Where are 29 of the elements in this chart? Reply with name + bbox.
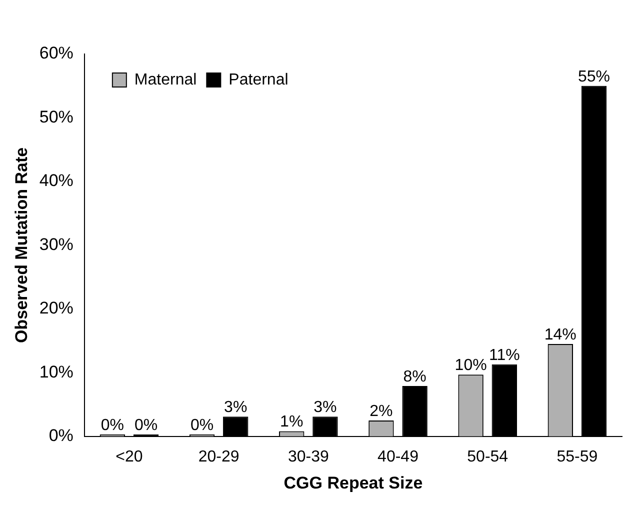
legend-label: Paternal [228,71,288,88]
y-tick-label: 60% [39,44,74,63]
y-tick-label: 0% [48,426,74,446]
data-label: 3% [314,399,337,416]
x-tick-label: 55-59 [556,448,598,466]
data-label: 14% [544,326,576,344]
y-tick-label: 40% [39,171,74,190]
x-tick-label: 20-29 [198,448,240,466]
y-tick-label: 20% [39,298,74,318]
data-label: 1% [280,414,304,431]
legend-label: Maternal [134,71,197,88]
y-tick-label: 10% [39,362,74,382]
data-label: 10% [454,356,487,374]
data-label: 0% [134,416,158,434]
data-label: 0% [190,416,214,434]
x-tick-label: <20 [116,448,143,466]
x-tick-label: 40-49 [378,448,419,466]
y-tick-label: 30% [39,234,74,254]
data-label: 2% [370,402,393,420]
x-axis-title: CGG Repeat Size [284,473,423,492]
y-tick-label: 50% [39,107,74,126]
data-label: 55% [578,68,610,86]
x-tick-label: 50-54 [467,448,508,466]
data-label: 11% [488,346,520,364]
y-axis-title: Observed Mutation Rate [12,147,31,343]
x-tick-label: 30-39 [288,448,329,466]
data-label: 0% [100,416,124,434]
data-label: 3% [224,399,248,416]
data-label: 8% [403,368,426,386]
